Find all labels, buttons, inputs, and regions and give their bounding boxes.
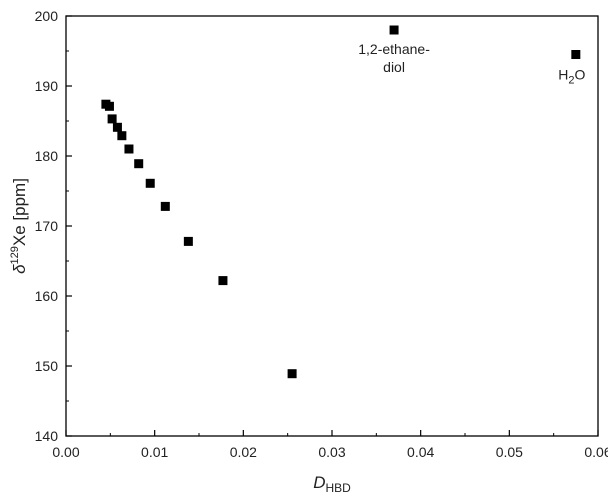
y-axis-title: δ129Xe [ppm]: [9, 178, 29, 274]
data-point: [145, 178, 155, 188]
x-tick-label: 0.02: [230, 444, 257, 460]
plot-frame: [65, 15, 599, 437]
data-point: [124, 144, 134, 154]
x-axis-title-main: D: [313, 473, 325, 492]
data-points: [101, 25, 581, 379]
x-tick-label: 0.03: [318, 444, 345, 460]
axes-frame: [65, 15, 599, 437]
data-point: [134, 159, 144, 169]
y-axis-title-rest: Xe [ppm]: [10, 178, 29, 246]
data-point: [104, 101, 114, 111]
x-tick-label: 0.00: [52, 444, 79, 460]
x-axis-title-subscript: HBD: [325, 481, 351, 495]
y-axis: 140 150 160 170 180 190 200: [35, 8, 72, 444]
y-tick-label: 180: [35, 148, 59, 164]
y-tick-label: 170: [35, 218, 59, 234]
y-tick-label: 160: [35, 288, 59, 304]
y-axis-title-delta: δ: [10, 264, 29, 274]
y-tick-label: 150: [35, 358, 59, 374]
annotation-water-subscript: 2: [568, 75, 574, 87]
data-point: [183, 236, 193, 246]
data-point: [112, 122, 122, 132]
data-point: [287, 369, 297, 379]
annotation-water-o: O: [575, 67, 586, 83]
data-point: [389, 25, 399, 35]
x-tick-label: 0.05: [496, 444, 523, 460]
annotation-ethanediol-line-1: 1,2-ethane-: [358, 41, 430, 57]
y-axis-title-superscript: 129: [9, 246, 21, 264]
data-point: [117, 131, 127, 141]
annotation-water: H2O: [558, 67, 585, 87]
annotation-ethanediol: 1,2-ethane- diol: [358, 41, 430, 75]
annotation-ethanediol-line-2: diol: [383, 59, 405, 75]
x-tick-label: 0.06: [584, 444, 608, 460]
data-point: [571, 50, 581, 59]
x-axis: 0.00 0.01 0.02 0.03 0.04 0.05 0.06: [52, 430, 608, 460]
data-point: [160, 201, 170, 211]
x-tick-label: 0.04: [407, 444, 434, 460]
data-point: [218, 276, 228, 286]
annotation-water-h: H: [558, 67, 568, 83]
y-tick-label: 140: [35, 428, 59, 444]
x-tick-label: 0.01: [141, 444, 168, 460]
y-tick-label: 200: [35, 8, 59, 24]
x-axis-title: DHBD: [313, 473, 351, 495]
y-tick-label: 190: [35, 78, 59, 94]
data-point: [107, 114, 117, 124]
